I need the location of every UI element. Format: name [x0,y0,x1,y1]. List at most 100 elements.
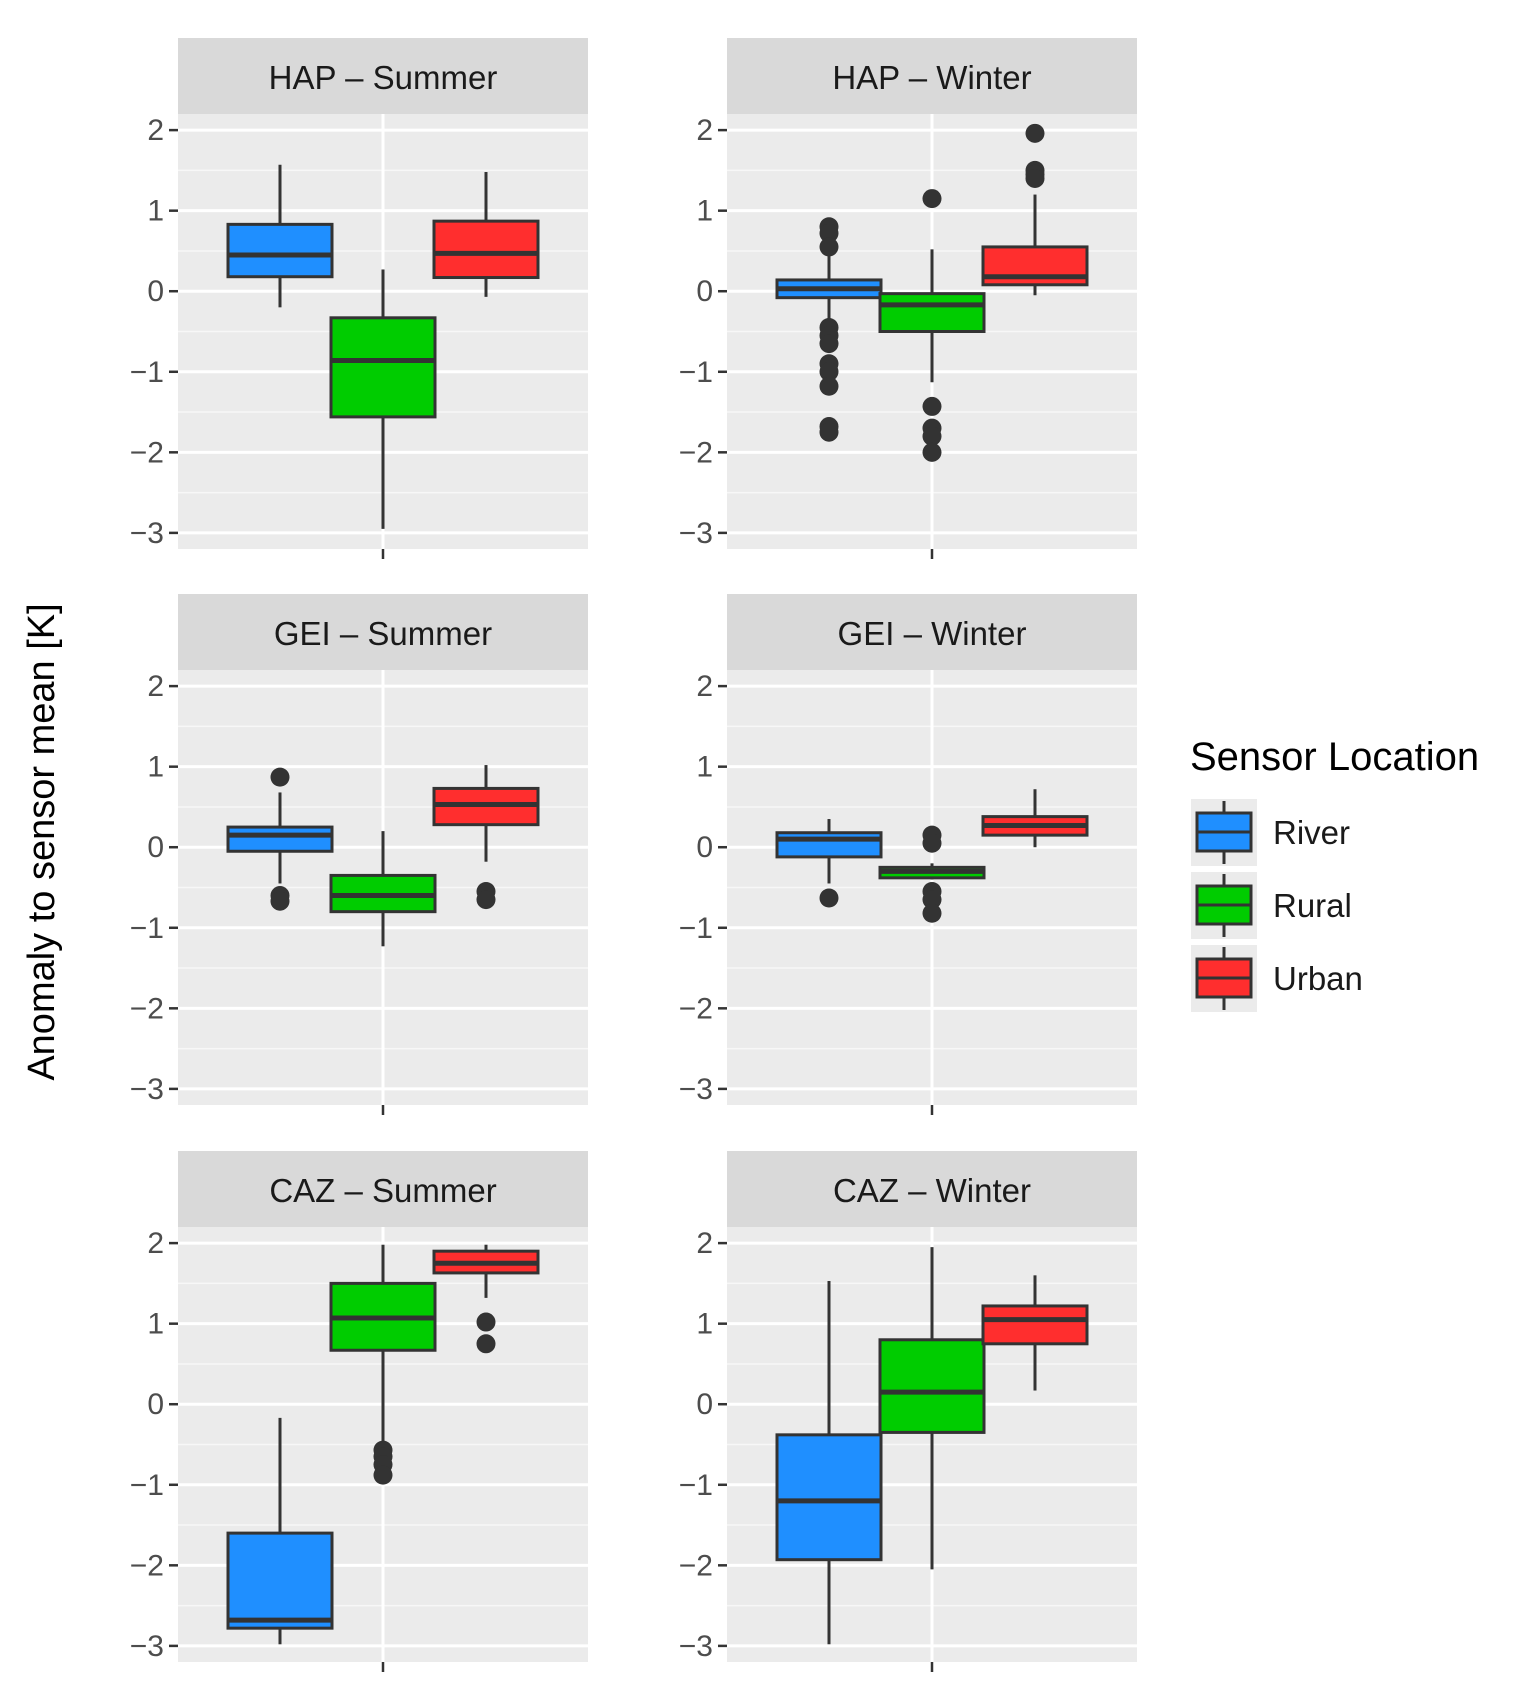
boxplot-urban [981,789,1089,848]
y-tick-label: −2 [679,992,713,1025]
y-tick-label: −2 [130,436,164,469]
outlier-point [476,890,496,910]
y-tick-label: 2 [147,114,164,147]
boxplot-river [775,217,883,442]
y-tick-label: 1 [696,1308,713,1341]
box [981,1304,1089,1346]
boxplot-rural [329,831,437,947]
y-tick-label: 1 [147,751,164,784]
y-tick-label: 1 [696,751,713,784]
y-axis-label: Anomaly to sensor mean [K] [21,603,63,1080]
outlier-point [819,223,839,243]
outlier-point [922,442,942,462]
y-tick-label: 2 [147,1227,164,1260]
legend-label: Rural [1273,887,1352,924]
y-tick-label: −2 [130,992,164,1025]
y-tick-label: 1 [147,195,164,228]
outlier-point [819,376,839,396]
box [329,316,437,419]
outlier-point [922,396,942,416]
facet-strip [727,1151,1137,1227]
box [432,219,540,280]
facet-panel: GEI – Summer 2 1 0 −1 −2 −3 [130,594,588,1115]
box [226,222,334,279]
outlier-point [1025,168,1045,188]
facet-title: CAZ – Summer [269,1172,496,1209]
y-tick-label: 0 [696,1388,713,1421]
y-tick-label: −1 [679,912,713,945]
y-tick-label: −3 [679,1073,713,1106]
box [878,1338,986,1434]
boxplot-rural [878,189,986,462]
boxplot-river [226,767,334,911]
y-tick-label: −2 [679,1549,713,1582]
y-tick-label: 0 [696,275,713,308]
legend-key-river: River [1191,799,1350,866]
y-tick-label: 1 [696,195,713,228]
y-tick-label: −3 [679,1630,713,1663]
y-tick-label: −1 [130,912,164,945]
legend-title: Sensor Location [1190,735,1479,779]
boxplot-rural [329,1244,437,1485]
box [226,825,334,853]
legend-label: Urban [1273,960,1363,997]
y-tick-label: 1 [147,1308,164,1341]
y-tick-label: 2 [696,1227,713,1260]
y-tick-label: 2 [696,670,713,703]
boxplot-river [226,164,334,308]
boxplot-urban [432,172,540,297]
boxplot-river [775,819,883,908]
boxplot-rural [329,269,437,529]
y-tick-label: 0 [147,831,164,864]
outlier-point [922,903,942,923]
outlier-point [819,422,839,442]
facet-title: GEI – Winter [838,615,1027,652]
box [878,292,986,333]
boxplot-urban [981,1275,1089,1391]
legend-keys: River Rural Urban [1191,799,1363,1012]
boxplot-rural [878,1247,986,1570]
box [775,831,883,859]
outlier-point [1025,123,1045,143]
outlier-point [819,888,839,908]
facet-title: HAP – Winter [832,59,1031,96]
panels-layer: HAP – Summer 2 1 0 −1 −2 −3 HAP – Winter 2 1 0 −1 −2… [130,38,1137,1672]
facet-title: HAP – Summer [269,59,498,96]
facet-panel: CAZ – Winter 2 1 0 −1 −2 −3 [679,1151,1137,1672]
outlier-point [373,1465,393,1485]
outlier-point [819,362,839,382]
boxplot-urban [432,765,540,910]
box [226,1531,334,1630]
legend-label: River [1273,814,1350,851]
legend-key-rural: Rural [1191,872,1352,939]
facet-strip [178,38,588,114]
y-tick-label: −3 [679,517,713,550]
outlier-point [922,426,942,446]
outlier-point [922,189,942,209]
y-tick-label: −1 [130,1469,164,1502]
outlier-point [922,833,942,853]
y-tick-label: 2 [696,114,713,147]
y-tick-label: −2 [679,436,713,469]
outlier-point [270,891,290,911]
outlier-point [476,1334,496,1354]
facet-strip [727,38,1137,114]
y-tick-label: −2 [130,1549,164,1582]
boxplot-urban [981,123,1089,296]
outlier-point [819,237,839,257]
outlier-point [922,890,942,910]
legend-key-urban: Urban [1191,945,1363,1012]
facet-panel: GEI – Winter 2 1 0 −1 −2 −3 [679,594,1137,1115]
boxplot-river [226,1417,334,1645]
facet-title: GEI – Summer [274,615,492,652]
outlier-point [819,334,839,354]
y-tick-label: −3 [130,1073,164,1106]
facet-title: CAZ – Winter [833,1172,1031,1209]
y-tick-label: −3 [130,517,164,550]
boxplot-urban [432,1244,540,1354]
y-tick-label: −3 [130,1630,164,1663]
outlier-point [270,767,290,787]
facet-strip [178,594,588,670]
y-tick-label: 0 [147,275,164,308]
boxplot-rural [878,825,986,923]
